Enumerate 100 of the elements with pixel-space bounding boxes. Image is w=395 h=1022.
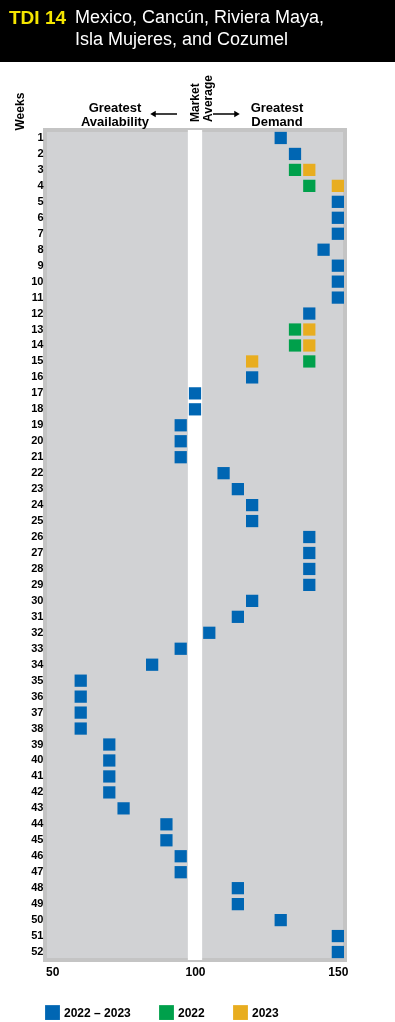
point (174, 642, 187, 655)
point (246, 514, 259, 528)
point (217, 467, 230, 480)
point (303, 578, 316, 592)
y-tick-label: 35 (31, 673, 44, 686)
point (246, 594, 259, 607)
y-tick-label: 42 (31, 785, 44, 798)
y-tick-label: 23 (31, 482, 44, 495)
y-tick-label: 51 (31, 929, 44, 942)
chart-subtitle: Mexico, Cancún, Riviera Maya, Isla Mujeres, and Cozumel (75, 7, 325, 49)
point (160, 818, 173, 831)
point (303, 355, 316, 368)
y-tick-label: 19 (31, 418, 44, 431)
point (331, 275, 344, 288)
point (331, 195, 344, 208)
y-tick-label: 2 (37, 146, 44, 159)
y-tick-label: 40 (31, 753, 44, 766)
y-tick-label: 20 (31, 434, 44, 447)
y-tick-label: 43 (31, 801, 44, 814)
y-tick-label: 5 (37, 194, 44, 207)
point (274, 913, 287, 927)
point (331, 945, 344, 959)
point (331, 227, 344, 240)
point (231, 483, 244, 496)
point (303, 530, 316, 544)
point (331, 291, 344, 304)
x-tick-label: 100 (185, 964, 206, 979)
y-tick-label: 25 (31, 514, 44, 527)
point (303, 163, 316, 177)
point (317, 243, 330, 256)
point (303, 323, 316, 336)
point (231, 898, 244, 911)
point (146, 658, 159, 671)
y-tick-label: 48 (31, 881, 44, 894)
y-tick-label: 47 (31, 865, 44, 878)
y-tick-label: 11 (31, 290, 44, 303)
y-axis-title: Weeks (13, 92, 28, 131)
legend-label: 2023 (252, 1005, 280, 1020)
point (288, 163, 302, 177)
text: Greatest Demand (250, 100, 305, 129)
point (303, 179, 316, 192)
y-tick-label: 15 (31, 354, 44, 367)
point (174, 451, 187, 464)
point (303, 562, 316, 576)
y-tick-label: 13 (31, 322, 44, 335)
point (231, 882, 244, 895)
point (288, 323, 302, 336)
point (246, 498, 259, 512)
point (174, 435, 187, 448)
y-tick-label: 49 (31, 897, 44, 910)
point (74, 674, 87, 687)
legend-label: 2022 (178, 1005, 206, 1020)
point (303, 339, 316, 352)
point (103, 770, 116, 783)
y-tick-label: 12 (31, 306, 44, 319)
y-tick-label: 41 (31, 769, 44, 782)
band-label: Market Average (188, 74, 215, 122)
point (117, 802, 130, 815)
legend-label: 2022 – 2023 (64, 1005, 132, 1020)
y-tick-label: 14 (31, 338, 45, 351)
point (246, 355, 259, 368)
point (188, 403, 202, 416)
point (331, 179, 344, 192)
point (331, 211, 344, 224)
point (303, 307, 316, 320)
y-tick-label: 22 (31, 466, 44, 479)
y-tick-label: 45 (31, 833, 44, 846)
y-tick-label: 8 (37, 242, 44, 255)
y-tick-label: 10 (31, 274, 44, 287)
y-tick-label: 29 (31, 577, 44, 590)
y-tick-label: 26 (31, 530, 44, 543)
point (203, 626, 216, 639)
y-tick-label: 24 (31, 498, 45, 511)
y-tick-label: 32 (31, 625, 44, 638)
y-tick-label: 38 (31, 721, 44, 734)
point (103, 738, 116, 751)
point (74, 706, 87, 719)
point (174, 850, 187, 863)
y-tick-label: 21 (31, 450, 44, 463)
y-tick-label: 18 (31, 402, 44, 415)
y-tick-label: 31 (31, 609, 44, 622)
y-tick-label: 36 (31, 689, 44, 702)
y-tick-label: 33 (31, 641, 44, 654)
point (288, 147, 302, 161)
point (288, 339, 302, 352)
point (303, 546, 316, 560)
y-tick-label: 44 (31, 817, 45, 830)
point (174, 419, 187, 432)
y-tick-label: 4 (37, 178, 45, 191)
y-tick-label: 39 (31, 737, 44, 750)
y-tick-label: 7 (37, 226, 44, 239)
point (231, 610, 244, 623)
y-tick-label: 50 (31, 913, 44, 926)
y-tick-label: 34 (31, 657, 45, 670)
point (103, 754, 116, 767)
point (174, 866, 187, 879)
y-tick-label: 16 (31, 370, 44, 383)
y-tick-label: 28 (31, 561, 44, 574)
point (74, 690, 87, 703)
y-tick-label: 30 (31, 593, 44, 606)
